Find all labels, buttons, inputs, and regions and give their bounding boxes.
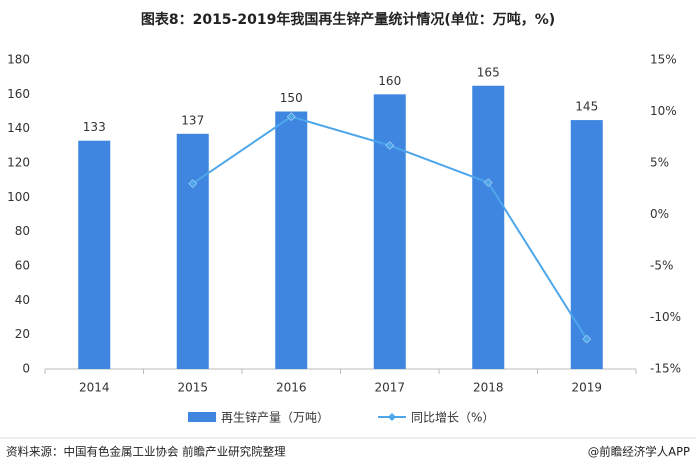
- x-tick-label: 2018: [473, 381, 504, 395]
- bar: [570, 120, 603, 369]
- line-marker: [483, 178, 493, 187]
- y2-tick-label: 10%: [650, 104, 677, 118]
- y2-tick-label: -15%: [650, 362, 681, 376]
- x-tick-label: 2016: [276, 381, 307, 395]
- bar: [176, 133, 209, 369]
- line-marker: [582, 334, 592, 344]
- x-tick-label: 2015: [177, 381, 208, 395]
- y-tick-label: 100: [7, 190, 30, 204]
- y-tick-label: 180: [7, 53, 30, 67]
- y2-tick-label: 0%: [650, 207, 669, 221]
- x-tick-label: 2019: [571, 381, 602, 395]
- bar-value-label: 137: [181, 113, 204, 127]
- bar: [373, 94, 406, 369]
- bar-value-label: 133: [83, 120, 106, 134]
- bar: [275, 111, 308, 369]
- y-tick-label: 40: [15, 293, 30, 307]
- y2-tick-label: -10%: [650, 310, 681, 324]
- legend-label: 再生锌产量（万吨）: [221, 411, 329, 425]
- x-tick-label: 2017: [374, 381, 405, 395]
- chart-title: 图表8：2015-2019年我国再生锌产量统计情况(单位：万吨，%): [141, 11, 555, 28]
- bar-value-label: 160: [378, 74, 401, 88]
- bar: [78, 140, 111, 369]
- bar-value-label: 150: [280, 91, 303, 105]
- line-marker: [385, 141, 395, 150]
- legend-label: 同比增长（%）: [411, 411, 494, 425]
- y2-tick-label: -5%: [650, 259, 673, 273]
- y-tick-label: 60: [15, 259, 30, 273]
- credit: @前瞻经济学人APP: [588, 445, 690, 459]
- bar: [472, 85, 505, 369]
- line-marker: [286, 112, 296, 122]
- source-note: 资料来源：中国有色金属工业协会 前瞻产业研究院整理: [6, 445, 286, 459]
- y-tick-label: 120: [7, 156, 30, 170]
- x-tick-label: 2014: [79, 381, 110, 395]
- y-tick-label: 20: [15, 327, 30, 341]
- bar-value-label: 165: [477, 65, 500, 79]
- legend-swatch: [188, 412, 216, 422]
- y-tick-label: 140: [7, 121, 30, 135]
- legend-swatch-marker: [388, 413, 396, 421]
- y-tick-label: 160: [7, 87, 30, 101]
- y-tick-label: 0: [22, 362, 30, 376]
- y-tick-label: 80: [15, 224, 30, 238]
- bar-value-label: 145: [575, 100, 598, 114]
- line-marker: [188, 179, 198, 188]
- y2-tick-label: 5%: [650, 156, 669, 170]
- y2-tick-label: 15%: [650, 53, 677, 67]
